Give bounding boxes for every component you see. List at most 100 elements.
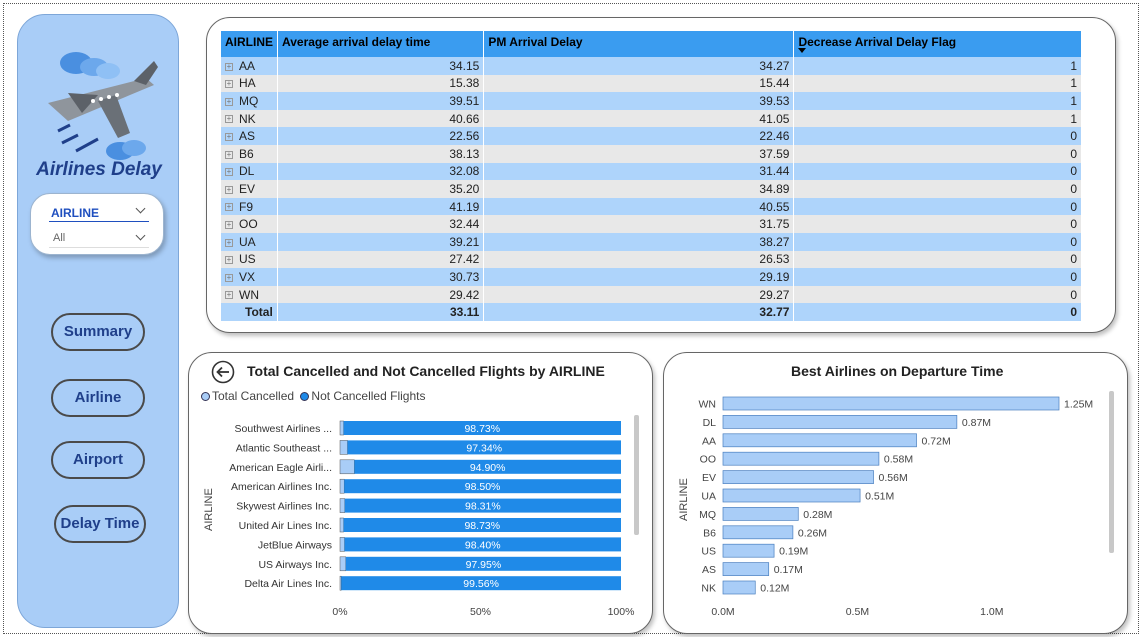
airline-cell[interactable]: + AS <box>221 127 278 145</box>
expand-icon[interactable]: + <box>225 61 233 71</box>
column-header-avg-arrival-delay[interactable]: Average arrival delay time <box>277 31 485 57</box>
table-row[interactable]: + UA 39.21 38.27 0 <box>221 232 1082 251</box>
bar-not-cancelled[interactable] <box>354 459 621 474</box>
table-row[interactable]: + VX 30.73 29.19 0 <box>221 268 1082 286</box>
airline-cell[interactable]: + WN <box>221 285 278 304</box>
column-header-pm-arrival-delay[interactable]: PM Arrival Delay <box>483 31 795 57</box>
bar-not-cancelled[interactable] <box>343 518 621 532</box>
decrease-flag-cell: 1 <box>793 74 1082 93</box>
bar-departure[interactable] <box>722 433 917 448</box>
bar-cancelled[interactable] <box>339 498 345 513</box>
airline-cell[interactable]: + EV <box>221 180 278 198</box>
airline-cell[interactable]: + UA <box>221 232 278 251</box>
bar-not-cancelled[interactable] <box>344 479 621 494</box>
bar-cancelled[interactable] <box>339 478 345 494</box>
expand-icon[interactable]: + <box>225 184 233 194</box>
nav-airport-button[interactable]: Airport <box>51 441 145 479</box>
table-row[interactable]: + AA 34.15 34.27 1 <box>221 57 1082 75</box>
airline-cell[interactable]: + MQ <box>221 92 278 110</box>
table-row[interactable]: + AS 22.56 22.46 0 <box>221 127 1082 145</box>
bar-cancelled[interactable] <box>339 420 344 436</box>
bar-data-label: 98.31% <box>465 501 501 513</box>
expand-icon[interactable]: + <box>225 290 233 300</box>
expand-icon[interactable]: + <box>225 79 233 89</box>
nav-delay-time-button[interactable]: Delay Time <box>54 505 146 543</box>
pm-arrival-delay-cell: 22.46 <box>483 127 795 145</box>
table-row[interactable]: + NK 40.66 41.05 1 <box>221 109 1082 128</box>
bar-cancelled[interactable] <box>339 440 348 455</box>
airline-cell[interactable]: + NK <box>221 109 278 128</box>
bar-not-cancelled[interactable] <box>344 537 621 552</box>
legend-label-not-cancelled[interactable]: Not Cancelled Flights <box>311 389 426 403</box>
bar-departure[interactable] <box>722 396 1060 411</box>
cancelled-chart-scrollbar[interactable] <box>634 415 639 535</box>
expand-icon[interactable]: + <box>225 96 233 106</box>
expand-icon[interactable]: + <box>225 149 233 159</box>
expand-icon[interactable]: + <box>225 255 233 265</box>
departure-chart-card: Best Airlines on Departure Time AIRLINE … <box>663 352 1128 634</box>
bar-data-label: 97.34% <box>466 442 502 454</box>
bar-departure[interactable] <box>722 580 756 595</box>
airline-cell[interactable]: + HA <box>221 74 278 93</box>
departure-chart-scrollbar[interactable] <box>1109 391 1114 553</box>
bar-not-cancelled[interactable] <box>347 440 621 455</box>
bar-data-label: 0.26M <box>798 527 827 539</box>
bar-departure[interactable] <box>722 488 861 503</box>
airline-cell[interactable]: + VX <box>221 268 278 286</box>
expand-icon[interactable]: + <box>225 272 233 282</box>
bar-departure[interactable] <box>722 470 874 484</box>
bar-not-cancelled[interactable] <box>341 576 621 591</box>
airline-cell[interactable]: + OO <box>221 215 278 233</box>
bar-cancelled[interactable] <box>339 556 347 572</box>
y-tick-label: JetBlue Airways <box>258 539 332 551</box>
column-header-airline[interactable]: AIRLINE <box>221 31 278 57</box>
total-avg-arrival-delay: 33.11 <box>277 303 485 321</box>
expand-icon[interactable]: + <box>225 167 233 177</box>
expand-icon[interactable]: + <box>225 237 233 247</box>
airline-cell[interactable]: + B6 <box>221 144 278 163</box>
expand-icon[interactable]: + <box>225 114 233 124</box>
airline-slicer[interactable]: AIRLINE All <box>30 193 164 255</box>
avg-arrival-delay-cell: 41.19 <box>277 197 485 216</box>
slicer-dropdown[interactable]: All <box>49 228 149 248</box>
column-header-decrease-flag[interactable]: Decrease Arrival Delay Flag <box>793 31 1082 57</box>
bar-cancelled[interactable] <box>339 537 345 552</box>
bar-data-label: 98.40% <box>465 539 501 551</box>
table-row[interactable]: + EV 35.20 34.89 0 <box>221 180 1082 198</box>
bar-departure[interactable] <box>722 415 958 429</box>
chevron-down-icon[interactable] <box>135 203 146 214</box>
table-row[interactable]: + OO 32.44 31.75 0 <box>221 215 1082 233</box>
expand-icon[interactable]: + <box>225 132 233 141</box>
pm-arrival-delay-cell: 31.44 <box>483 162 795 181</box>
airline-cell[interactable]: + AA <box>221 57 278 75</box>
bar-not-cancelled[interactable] <box>345 556 621 571</box>
table-row[interactable]: + DL 32.08 31.44 0 <box>221 162 1082 181</box>
nav-airline-button[interactable]: Airline <box>51 379 145 417</box>
bar-departure[interactable] <box>722 525 794 540</box>
bar-cancelled[interactable] <box>339 459 355 475</box>
nav-summary-button[interactable]: Summary <box>51 313 145 351</box>
airline-cell[interactable]: + DL <box>221 162 278 181</box>
legend-label-cancelled[interactable]: Total Cancelled <box>212 389 295 403</box>
table-row[interactable]: + US 27.42 26.53 0 <box>221 250 1082 269</box>
airline-cell[interactable]: + US <box>221 250 278 269</box>
bar-not-cancelled[interactable] <box>343 421 621 435</box>
bar-departure[interactable] <box>722 562 770 576</box>
expand-icon[interactable]: + <box>225 219 233 229</box>
bar-cancelled[interactable] <box>339 575 342 591</box>
table-row[interactable]: + F9 41.19 40.55 0 <box>221 197 1082 216</box>
bar-not-cancelled[interactable] <box>344 498 621 513</box>
bar-departure[interactable] <box>722 543 775 558</box>
y-tick-label: DL <box>703 417 717 429</box>
airline-cell[interactable]: + F9 <box>221 197 278 216</box>
table-row[interactable]: + HA 15.38 15.44 1 <box>221 74 1082 93</box>
bar-departure[interactable] <box>722 507 799 521</box>
back-arrow-icon[interactable] <box>211 360 235 384</box>
table-row[interactable]: + B6 38.13 37.59 0 <box>221 144 1082 163</box>
table-row[interactable]: + MQ 39.51 39.53 1 <box>221 92 1082 110</box>
bar-departure[interactable] <box>722 451 880 466</box>
pm-arrival-delay-cell: 37.59 <box>483 144 795 163</box>
expand-icon[interactable]: + <box>225 202 233 212</box>
bar-cancelled[interactable] <box>339 517 344 533</box>
table-row[interactable]: + WN 29.42 29.27 0 <box>221 285 1082 304</box>
